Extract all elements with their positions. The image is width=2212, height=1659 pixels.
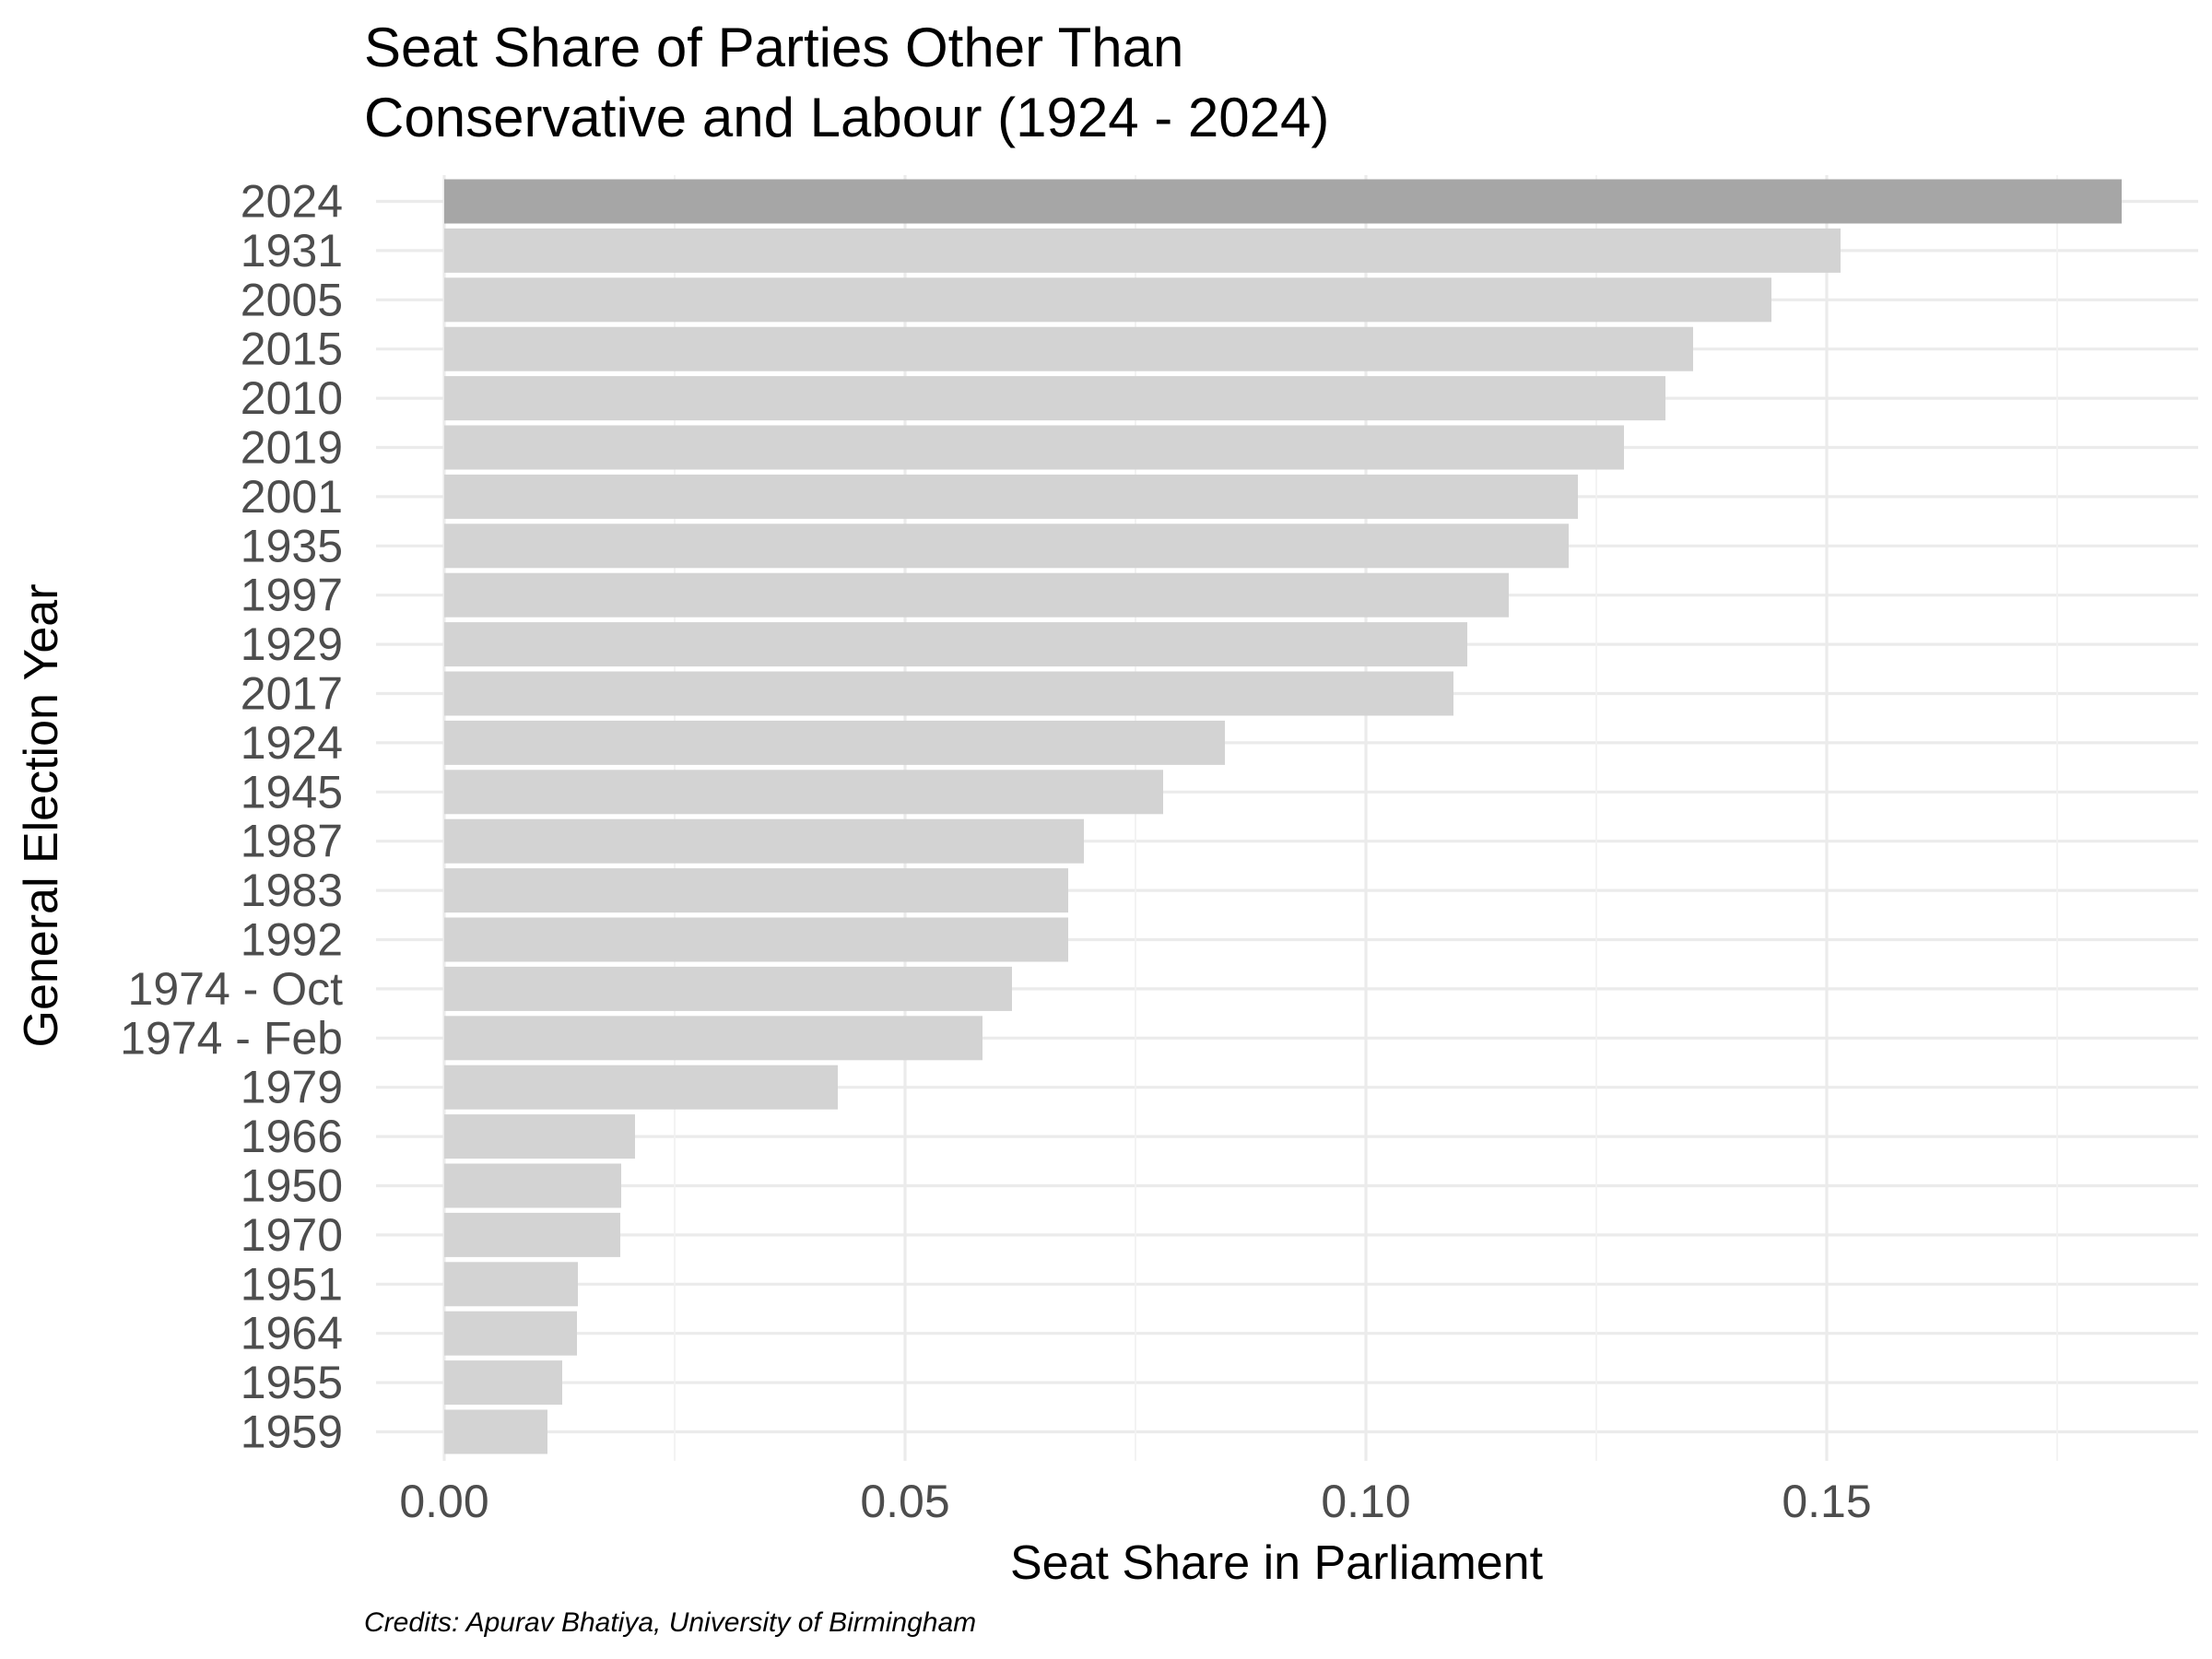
x-tick-label: 0.10 <box>1321 1476 1410 1527</box>
bar-1945 <box>444 770 1163 815</box>
bar-1950 <box>444 1163 621 1208</box>
y-tick-label: 1966 <box>241 1111 343 1162</box>
bar-1997 <box>444 572 1509 618</box>
y-tick-label: 2017 <box>241 668 343 720</box>
chart-title: Seat Share of Parties Other Than Conserv… <box>364 17 1329 148</box>
y-tick-labels: 2024193120052015201020192001193519971929… <box>120 176 343 1458</box>
y-tick-label: 1979 <box>241 1062 343 1113</box>
bars-layer <box>444 179 2122 1454</box>
x-axis-title: Seat Share in Parliament <box>1010 1536 1544 1590</box>
y-tick-label: 1935 <box>241 520 343 571</box>
bar-1992 <box>444 917 1068 962</box>
bar-2024 <box>444 179 2122 224</box>
y-tick-label: 1970 <box>241 1209 343 1261</box>
bar-1983 <box>444 868 1068 913</box>
y-tick-label: 2010 <box>241 372 343 424</box>
x-tick-label: 0.05 <box>860 1476 949 1527</box>
bar-1955 <box>444 1360 562 1406</box>
y-tick-label: 1974 - Oct <box>128 963 344 1015</box>
chart-title-line-2: Conservative and Labour (1924 - 2024) <box>364 87 1329 148</box>
bar-1964 <box>444 1311 577 1356</box>
y-tick-label: 2005 <box>241 274 343 325</box>
y-tick-label: 1951 <box>241 1258 343 1310</box>
y-tick-label: 1945 <box>241 766 343 818</box>
bar-1959 <box>444 1409 547 1454</box>
bar-1974-oct <box>444 966 1012 1011</box>
bar-1931 <box>444 228 1841 273</box>
chart-title-line-1: Seat Share of Parties Other Than <box>364 17 1183 78</box>
bar-2015 <box>444 326 1693 371</box>
y-tick-label: 1992 <box>241 914 343 966</box>
y-tick-label: 2015 <box>241 324 343 375</box>
bar-1979 <box>444 1065 838 1110</box>
chart-caption: Credits: Apurav Bhatiya, University of B… <box>364 1607 976 1638</box>
y-tick-label: 2024 <box>241 176 343 228</box>
bar-2001 <box>444 474 1578 519</box>
bar-2010 <box>444 376 1665 421</box>
bar-1987 <box>444 818 1084 864</box>
y-tick-label: 1964 <box>241 1308 343 1359</box>
bar-2017 <box>444 671 1453 716</box>
y-tick-label: 1959 <box>241 1406 343 1458</box>
bar-2005 <box>444 277 1771 323</box>
y-tick-label: 1929 <box>241 618 343 670</box>
bar-1951 <box>444 1262 578 1307</box>
bar-1929 <box>444 622 1467 667</box>
y-tick-label: 1931 <box>241 225 343 276</box>
bar-1974-feb <box>444 1016 982 1061</box>
bar-2019 <box>444 425 1624 470</box>
y-tick-label: 1983 <box>241 865 343 916</box>
bar-1924 <box>444 720 1225 765</box>
y-tick-label: 1997 <box>241 570 343 621</box>
bar-1935 <box>444 524 1569 569</box>
x-tick-label: 0.15 <box>1782 1476 1871 1527</box>
x-tick-labels: 0.00 0.05 0.10 0.15 <box>399 1476 1871 1527</box>
y-tick-label: 1955 <box>241 1357 343 1408</box>
bar-1970 <box>444 1212 620 1257</box>
y-tick-label: 1950 <box>241 1160 343 1212</box>
x-tick-label: 0.00 <box>399 1476 488 1527</box>
bar-1966 <box>444 1114 635 1159</box>
y-tick-label: 1974 - Feb <box>120 1012 343 1064</box>
y-tick-label: 2001 <box>241 471 343 523</box>
y-tick-label: 1987 <box>241 816 343 867</box>
y-tick-label: 2019 <box>241 422 343 474</box>
y-axis-title: General Election Year <box>15 583 68 1047</box>
y-tick-label: 1924 <box>241 717 343 769</box>
